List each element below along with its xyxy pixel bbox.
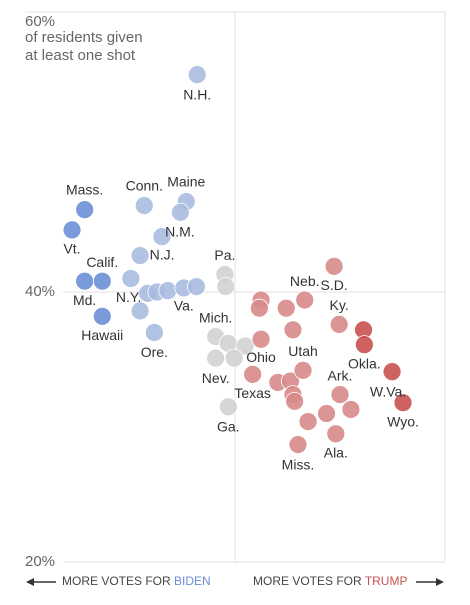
point (288, 435, 308, 454)
point-label: N.J. (150, 246, 175, 262)
point (329, 314, 349, 334)
label-party: TRUMP (365, 574, 408, 588)
point-label: Mich. (199, 309, 232, 325)
y-tick-label: 60% (25, 13, 55, 30)
point-label: Hawaii (81, 327, 123, 343)
point (92, 306, 112, 326)
point (130, 301, 150, 321)
subtitle: of residents given (25, 29, 143, 46)
point-label: Ohio (246, 349, 276, 365)
point (170, 202, 190, 222)
point-label: Md. (73, 292, 96, 308)
point (293, 360, 313, 380)
point (75, 200, 95, 220)
point-label: W.Va. (370, 383, 406, 399)
point-label: Wyo. (387, 413, 419, 429)
point (152, 227, 172, 247)
point (298, 412, 318, 432)
point-label: Ore. (141, 344, 168, 360)
point-label: Mass. (66, 181, 103, 197)
point (285, 391, 305, 411)
point-label: Pa. (214, 247, 235, 263)
point-label: N.H. (183, 86, 211, 102)
point-label: Calif. (86, 254, 118, 270)
point (354, 335, 374, 355)
point (206, 348, 226, 368)
point-label: N.Y. (116, 289, 141, 305)
point (330, 385, 350, 405)
point (187, 65, 207, 85)
point (130, 246, 150, 265)
point (75, 271, 95, 291)
point (186, 277, 206, 297)
point (224, 348, 244, 368)
point-label: N.M. (165, 223, 195, 239)
y-tick-label: 20% (25, 553, 55, 570)
point (251, 329, 271, 349)
point-label: Okla. (348, 355, 381, 371)
point-label: Vt. (63, 241, 80, 257)
point-label: Ga. (217, 418, 240, 434)
point-label: Va. (174, 298, 194, 314)
point-label: S.D. (321, 277, 348, 293)
point-label: Ark. (328, 367, 353, 383)
direction-label: MORE VOTES FOR BIDEN (62, 574, 211, 588)
point (295, 290, 315, 310)
point (62, 220, 82, 240)
point (382, 362, 402, 382)
point (92, 271, 112, 291)
point-label: Neb. (290, 273, 320, 289)
direction-label: MORE VOTES FOR TRUMP (253, 574, 407, 588)
point-label: Miss. (282, 456, 315, 472)
point (144, 323, 164, 342)
point-label: Utah (288, 343, 318, 359)
left-direction: MORE VOTES FOR BIDEN (26, 574, 211, 588)
right-direction: MORE VOTES FOR TRUMP (253, 574, 444, 588)
point-label: Maine (167, 173, 205, 189)
point (341, 400, 361, 419)
point (393, 393, 413, 413)
point (216, 277, 236, 297)
point (283, 320, 303, 340)
point-label: Nev. (202, 370, 230, 386)
point-label: Ala. (324, 444, 348, 460)
y-tick-label: 40% (25, 283, 55, 300)
point (218, 397, 238, 417)
point-label: Texas (234, 385, 271, 401)
label-prefix: MORE VOTES FOR (62, 574, 171, 588)
point-label: Ky. (330, 297, 349, 313)
point (243, 364, 263, 384)
point (249, 298, 269, 318)
label-party: BIDEN (174, 574, 211, 588)
point (134, 196, 154, 216)
point (326, 424, 346, 444)
label-prefix: MORE VOTES FOR (253, 574, 362, 588)
point (324, 256, 344, 276)
point-label: Conn. (126, 177, 163, 193)
point (121, 269, 141, 288)
subtitle: at least one shot (25, 47, 136, 64)
point (276, 298, 296, 318)
point (317, 404, 336, 423)
point (235, 336, 255, 356)
